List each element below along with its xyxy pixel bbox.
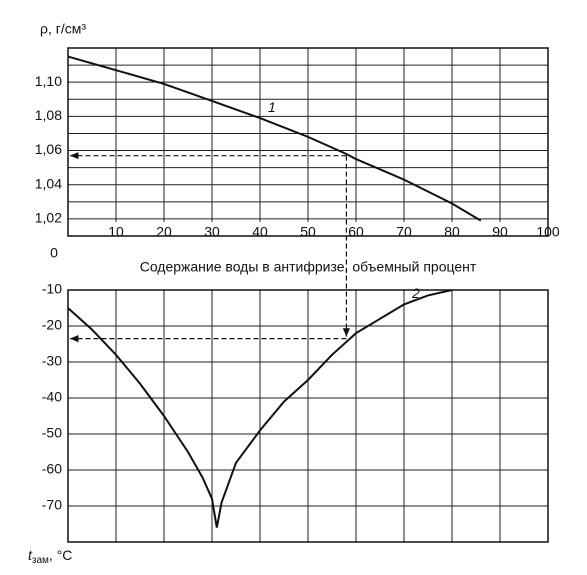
x-tick-label: 40	[252, 224, 268, 240]
x-tick-label: 50	[300, 224, 316, 240]
curve	[67, 289, 453, 528]
y-label-top: ρ, г/см³	[40, 21, 86, 37]
x-tick-label: 30	[204, 224, 220, 240]
curve	[67, 55, 482, 222]
curve-label: 1	[268, 99, 276, 115]
x-tick-label: 90	[492, 224, 508, 240]
x-tick-label: 10	[108, 224, 124, 240]
y-tick-label: -50	[42, 425, 62, 441]
y-label-bottom: tзам, °C	[28, 547, 72, 566]
y-tick-label: -40	[42, 389, 62, 405]
y-tick-label: 1,04	[35, 175, 62, 191]
plot-frame	[67, 289, 549, 543]
y-tick-label: 1,02	[35, 210, 62, 226]
y-tick-label: 1,10	[35, 73, 62, 89]
y-tick-label: 1,06	[35, 141, 62, 157]
plot-frame	[67, 47, 549, 237]
y-tick-label: -20	[42, 317, 62, 333]
x-tick-label: 20	[156, 224, 172, 240]
y-label-t: t	[28, 547, 33, 563]
curve-label: 2	[411, 285, 420, 301]
x-tick-label: 60	[348, 224, 364, 240]
x-tick-label: 70	[396, 224, 412, 240]
y-tick-label: 1,08	[35, 107, 62, 123]
y-tick-label: -70	[42, 497, 62, 513]
y-tick-label: -30	[42, 353, 62, 369]
y-label-unit: , °C	[49, 547, 73, 563]
y-tick-label: -60	[42, 461, 62, 477]
zero-label: 0	[50, 245, 58, 261]
y-tick-label: -10	[42, 281, 62, 297]
x-tick-label: 80	[444, 224, 460, 240]
y-label-sub: зам	[32, 555, 49, 566]
x-label: Содержание воды в антифризе, объемный пр…	[140, 259, 477, 275]
